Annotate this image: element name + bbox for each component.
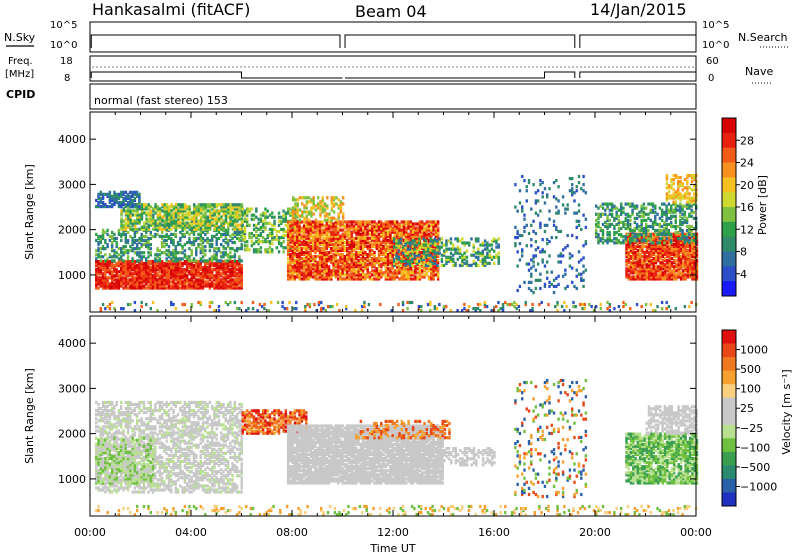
nsearch-tick-high: 10^5: [702, 20, 729, 31]
cpid-text: normal (fast stereo) 153: [94, 94, 228, 107]
power-colorbar-swatch: [722, 222, 736, 237]
velocity-colorbar-swatch: [722, 425, 736, 439]
velocity-panel: 4000 3000 2000 1000 Slant Range [km] 1000 50…: [23, 316, 793, 516]
power-colorbar-swatch: [722, 148, 736, 163]
velocity-colorbar-swatch: [722, 357, 736, 371]
power-colorbar-swatch: [722, 177, 736, 192]
nave-label: Nave: [745, 65, 773, 78]
velocity-colorbar-swatch: [722, 438, 736, 452]
nsky-panel: 10^5 10^0 10^5 10^0 N.Sky N.Search: [4, 20, 790, 52]
x-tick-label: 00:00: [74, 526, 106, 539]
power-ytick-label: 4000: [58, 133, 86, 146]
velocity-ytick-label: 4000: [58, 337, 86, 350]
power-colorbar-swatch: [722, 192, 736, 207]
velocity-colorbar-swatch: [722, 452, 736, 466]
freq-unit: [MHz]: [5, 69, 34, 80]
velocity-heatmap: [95, 379, 698, 516]
power-colorbar-swatch: [722, 266, 736, 281]
velocity-colorbar-tick: −1000: [740, 480, 777, 493]
velocity-ytick-label: 2000: [58, 428, 86, 441]
freq-label: Freq.: [8, 56, 33, 67]
x-tick-label: 12:00: [377, 526, 409, 539]
nave-tick-low: 0: [708, 73, 714, 84]
power-colorbar-label: Power [dB]: [756, 175, 769, 235]
station-title: Hankasalmi (fitACF): [92, 0, 250, 19]
power-colorbar-tick: 28: [740, 134, 754, 147]
velocity-colorbar-tick: 25: [740, 402, 754, 415]
velocity-colorbar-swatch: [722, 398, 736, 412]
power-colorbar-tick: 8: [740, 246, 747, 259]
freq-tick-low: 8: [64, 73, 70, 84]
velocity-colorbar-swatch: [722, 465, 736, 479]
x-tick-label: 00:00: [680, 526, 712, 539]
power-colorbar-tick: 20: [740, 179, 754, 192]
velocity-colorbar-tick: 100: [740, 383, 761, 396]
velocity-colorbar-tick: 500: [740, 363, 761, 376]
velocity-colorbar-swatch: [722, 371, 736, 385]
velocity-colorbar-swatch: [722, 330, 736, 344]
power-ytick-label: 3000: [58, 178, 86, 191]
velocity-colorbar-tick: −500: [740, 461, 770, 474]
power-ytick-label: 2000: [58, 224, 86, 237]
power-colorbar-swatch: [722, 207, 736, 222]
nsky-tick-high: 10^5: [50, 20, 77, 31]
power-colorbar-swatch: [722, 237, 736, 252]
velocity-ytick-label: 1000: [58, 473, 86, 486]
nsky-label: N.Sky: [4, 31, 36, 44]
velocity-ylabel: Slant Range [km]: [23, 368, 36, 464]
velocity-colorbar-swatch: [722, 411, 736, 425]
cpid-label: CPID: [6, 88, 35, 101]
velocity-colorbar-tick: 1000: [740, 344, 768, 357]
power-heatmap: [95, 174, 698, 312]
power-colorbar-tick: 24: [740, 157, 754, 170]
freq-tick-high: 18: [60, 56, 73, 67]
nsearch-tick-low: 10^0: [702, 40, 729, 51]
velocity-ytick-label: 3000: [58, 382, 86, 395]
x-axis-label: Time UT: [369, 542, 415, 554]
power-ylabel: Slant Range [km]: [23, 164, 36, 260]
power-colorbar-tick: 12: [740, 223, 754, 236]
nsky-tick-low: 10^0: [50, 40, 77, 51]
velocity-colorbar-label: Velocity [m s⁻¹]: [780, 369, 793, 454]
beam-title: Beam 04: [355, 2, 427, 21]
velocity-colorbar-swatch: [722, 492, 736, 506]
x-tick-label: 08:00: [276, 526, 308, 539]
power-colorbar-tick: 4: [740, 268, 747, 281]
nsearch-label: N.Search: [738, 31, 788, 44]
power-ytick-label: 1000: [58, 269, 86, 282]
velocity-colorbar-tick: −100: [740, 441, 770, 454]
velocity-colorbar-swatch: [722, 384, 736, 398]
power-colorbar-swatch: [722, 163, 736, 178]
date-title: 14/Jan/2015: [590, 0, 687, 19]
x-tick-label: 20:00: [579, 526, 611, 539]
velocity-colorbar-tick: −25: [740, 422, 763, 435]
x-tick-label: 16:00: [478, 526, 510, 539]
power-colorbar-tick: 16: [740, 201, 754, 214]
power-colorbar: 28 24 20 16 12 8 4: [722, 118, 754, 297]
velocity-colorbar-swatch: [722, 479, 736, 493]
velocity-colorbar-swatch: [722, 344, 736, 358]
power-colorbar-swatch: [722, 133, 736, 148]
nave-tick-high: 60: [706, 56, 719, 67]
power-colorbar-swatch: [722, 281, 736, 296]
freq-panel: 18 8 60 0 Freq. [MHz] Nave: [5, 56, 773, 84]
x-tick-label: 04:00: [175, 526, 207, 539]
nsky-bars: [91, 35, 696, 48]
power-colorbar-swatch: [722, 252, 736, 267]
velocity-colorbar: 1000 500 100 25 −25 −100 −500 −1000: [722, 330, 777, 507]
power-colorbar-swatch: [722, 118, 736, 133]
power-panel: 4000 3000 2000 1000 Slant Range [km] 28 24 20…: [23, 112, 769, 312]
